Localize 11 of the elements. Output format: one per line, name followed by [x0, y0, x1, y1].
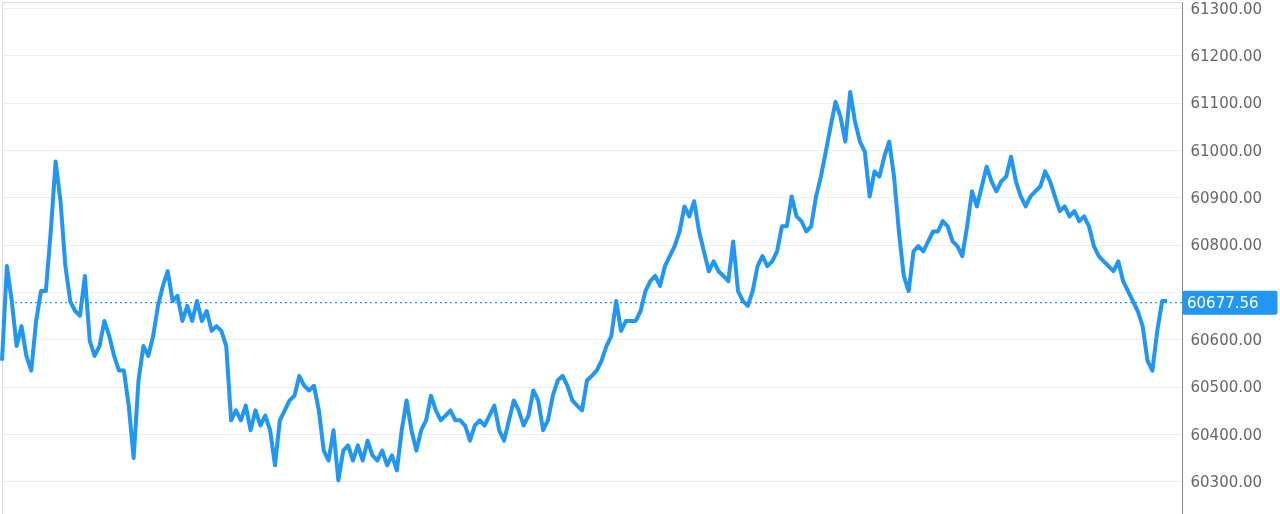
y-tick-label: 61300.00 — [1190, 0, 1263, 18]
y-tick-label: 61100.00 — [1190, 94, 1263, 113]
y-tick-label: 60800.00 — [1190, 236, 1263, 255]
ref-line-label: 60677.56 — [1187, 293, 1259, 312]
y-tick-label: 61200.00 — [1190, 46, 1263, 65]
y-tick-label: 60500.00 — [1190, 378, 1263, 397]
y-tick-label: 60300.00 — [1190, 472, 1263, 491]
y-tick-label: 60400.00 — [1190, 425, 1263, 444]
y-tick-label: 60600.00 — [1190, 330, 1263, 349]
y-tick-label: 60900.00 — [1190, 188, 1263, 207]
y-tick-label: 61000.00 — [1190, 141, 1263, 160]
